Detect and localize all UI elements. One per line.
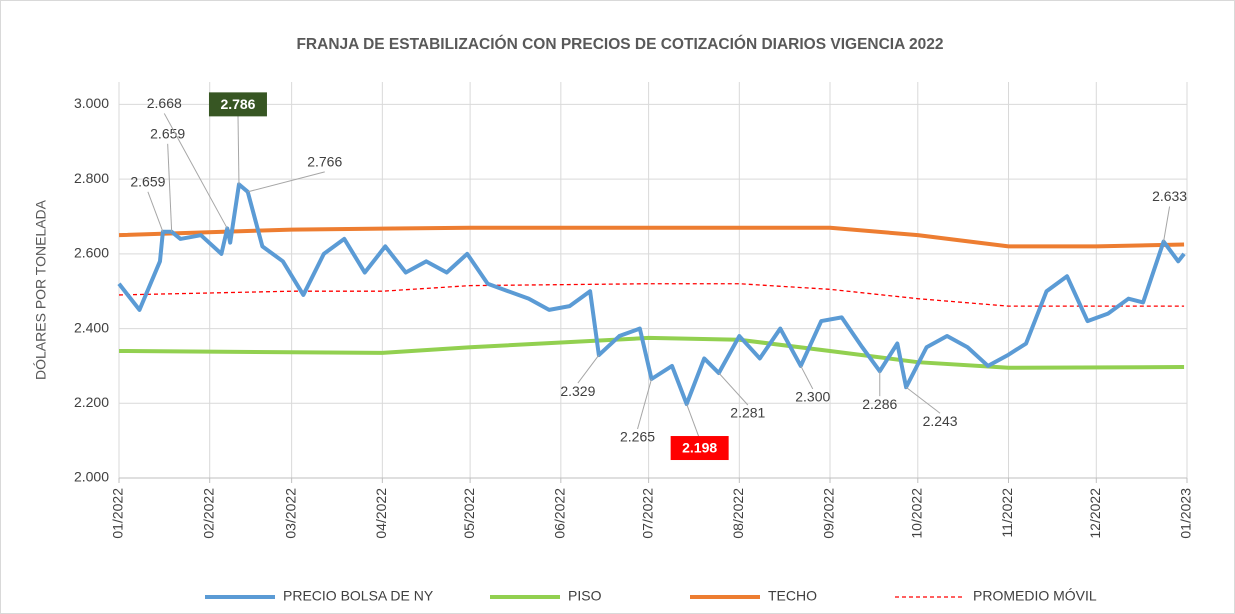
x-tick-label: 02/2022 <box>200 488 216 539</box>
annotation-label: 2.198 <box>682 440 717 456</box>
y-tick-label: 3.000 <box>74 95 109 111</box>
x-tick-label: 01/2023 <box>1178 488 1194 539</box>
y-axis-label: DÓLARES POR TONELADA <box>33 199 49 380</box>
series-line <box>118 283 1185 307</box>
annotation-box <box>208 92 267 117</box>
annotation-leader <box>800 365 814 390</box>
x-tick-label: 05/2022 <box>461 488 477 539</box>
legend-label: PISO <box>568 588 602 604</box>
annotation-leader <box>147 191 164 232</box>
annotation-label: 2.786 <box>220 96 255 112</box>
y-tick-label: 2.600 <box>74 245 109 261</box>
x-tick-label: 12/2022 <box>1087 488 1103 539</box>
annotation-leader <box>237 113 240 185</box>
y-tick-label: 2.200 <box>74 394 109 410</box>
annotation-leader <box>637 378 653 430</box>
x-tick-label: 01/2022 <box>110 488 126 539</box>
annotation-leader <box>163 113 228 229</box>
annotation-label: 2.659 <box>130 174 165 190</box>
x-tick-label: 07/2022 <box>639 488 655 539</box>
legend-label: PROMEDIO MÓVIL <box>973 588 1097 604</box>
y-tick-label: 2.800 <box>74 170 109 186</box>
annotation-label: 2.329 <box>560 383 595 399</box>
x-tick-label: 10/2022 <box>909 488 925 539</box>
annotation-leader <box>167 143 173 232</box>
annotation-leader <box>577 354 600 384</box>
annotation-leader <box>905 386 941 414</box>
legend-label: TECHO <box>768 588 817 604</box>
x-tick-label: 09/2022 <box>821 488 837 539</box>
annotation-leader <box>247 171 325 193</box>
y-tick-label: 2.400 <box>74 319 109 335</box>
annotation-label: 2.300 <box>795 389 830 405</box>
x-tick-label: 08/2022 <box>730 488 746 539</box>
series-line <box>118 225 1185 249</box>
annotation-label: 2.659 <box>150 126 185 142</box>
x-tick-label: 11/2022 <box>999 488 1015 538</box>
annotation-label: 2.668 <box>147 95 182 111</box>
annotation-leader <box>718 372 749 406</box>
series-line <box>117 182 1186 407</box>
annotation-box <box>670 436 729 461</box>
annotation-label: 2.281 <box>730 405 765 421</box>
legend-label: PRECIO BOLSA DE NY <box>283 588 434 604</box>
annotation-leader <box>686 403 701 440</box>
annotation-label: 2.286 <box>862 396 897 412</box>
x-tick-label: 06/2022 <box>552 488 568 539</box>
y-tick-label: 2.000 <box>74 469 109 485</box>
annotation-label: 2.633 <box>1152 188 1187 204</box>
annotation-label: 2.265 <box>620 429 655 445</box>
x-tick-label: 04/2022 <box>373 488 389 539</box>
chart-title: FRANJA DE ESTABILIZACIÓN CON PRECIOS DE … <box>296 35 943 53</box>
annotation-label: 2.766 <box>307 154 342 170</box>
annotation-leader <box>1163 206 1171 242</box>
x-tick-label: 03/2022 <box>282 488 298 539</box>
annotation-label: 2.243 <box>923 413 958 429</box>
